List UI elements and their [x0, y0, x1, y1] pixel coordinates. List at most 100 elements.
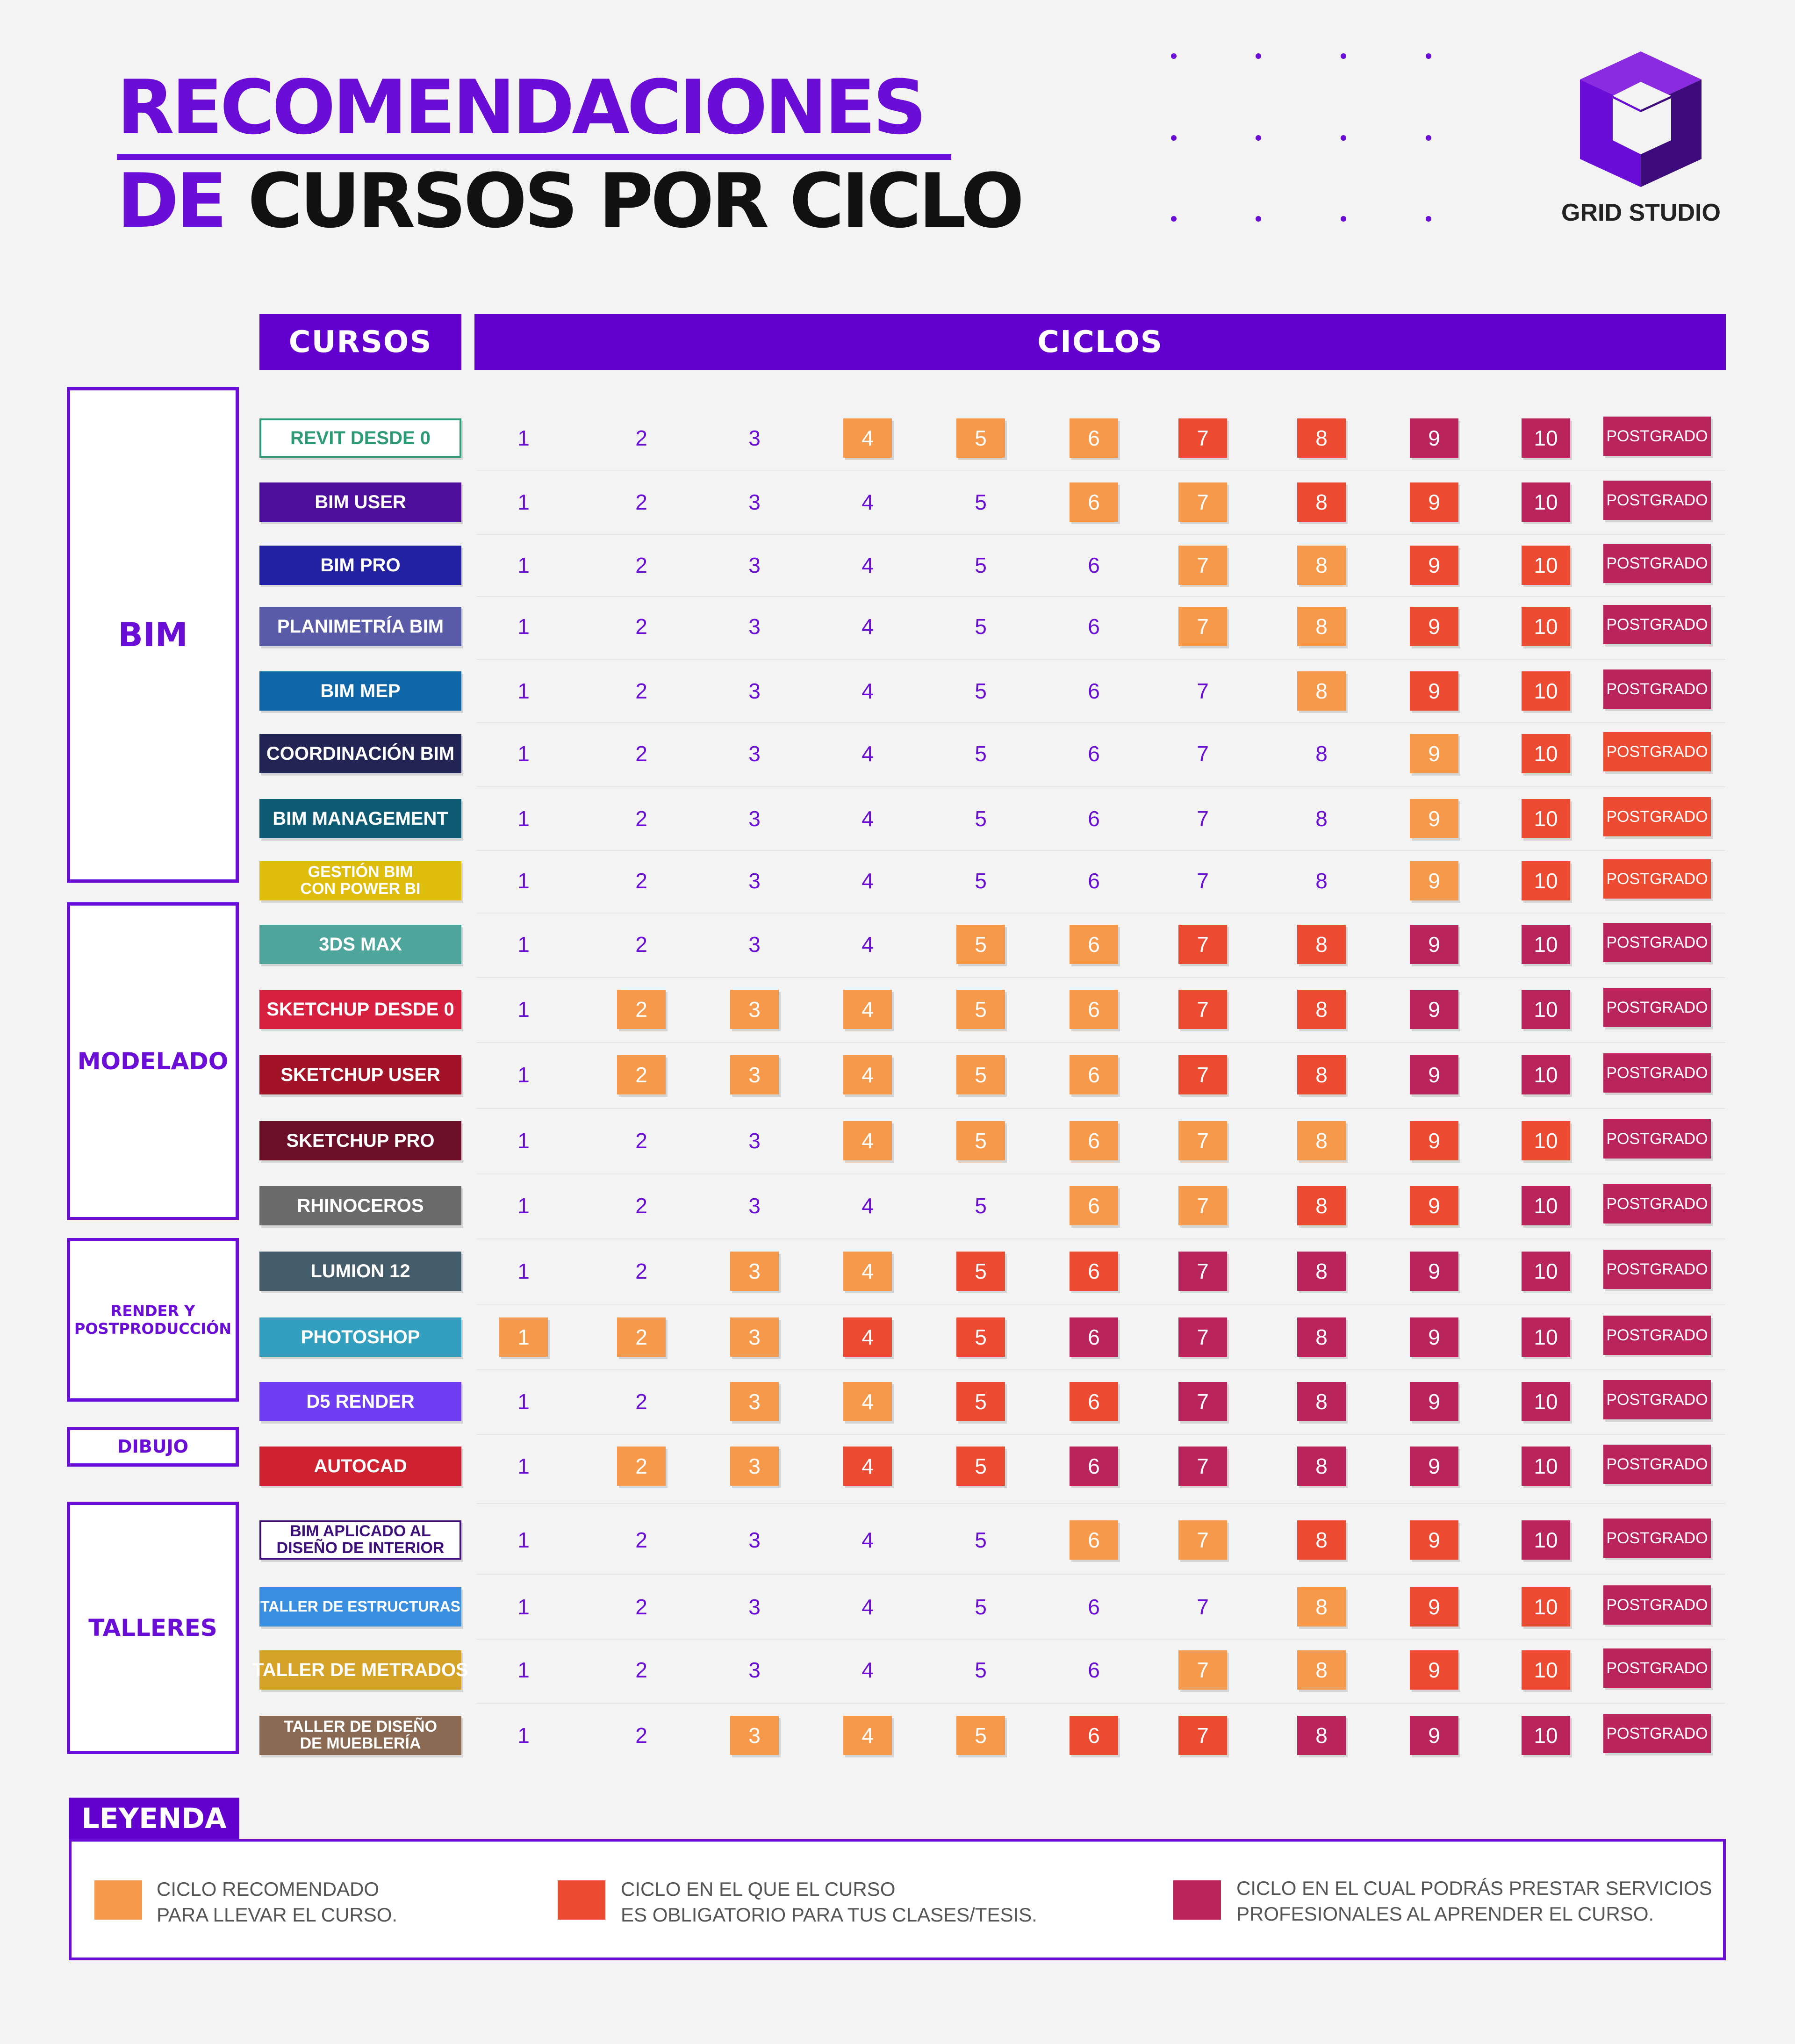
cycle-cell: 1 — [517, 1389, 530, 1414]
cycle-cell: 2 — [635, 1595, 647, 1619]
decorative-dot — [1171, 135, 1177, 141]
cycle-cell: 8 — [1297, 482, 1346, 522]
postgrado-cell: POSTGRADO — [1603, 1445, 1711, 1484]
cycle-cell: 8 — [1297, 1382, 1346, 1421]
cycle-cell: 3 — [730, 1716, 779, 1755]
cycle-cell: 2 — [635, 614, 647, 639]
postgrado-cell: POSTGRADO — [1603, 1519, 1711, 1558]
course-label: LUMION 12 — [259, 1252, 461, 1291]
cycle-cell: 1 — [517, 490, 530, 514]
row-divider — [477, 1434, 1725, 1435]
cycle-cell: 4 — [862, 614, 874, 639]
cycle-cell: 8 — [1297, 671, 1346, 711]
cycle-cell: 2 — [635, 1389, 647, 1414]
cycle-cell: 4 — [843, 1055, 892, 1094]
cycle-cell: 7 — [1178, 1055, 1227, 1094]
row-divider — [477, 977, 1725, 978]
postgrado-cell: POSTGRADO — [1603, 1250, 1711, 1289]
course-label: TALLER DE ESTRUCTURAS — [259, 1587, 461, 1627]
legend-swatch-obligatorio — [558, 1880, 605, 1920]
cycle-cell: 5 — [956, 1317, 1005, 1357]
cycle-cell: 8 — [1297, 1447, 1346, 1486]
cycle-cell: 4 — [862, 869, 874, 893]
cycle-cell: 2 — [635, 1129, 647, 1153]
cycle-cell: 8 — [1297, 1121, 1346, 1160]
legend-text-profesional: CICLO EN EL CUAL PODRÁS PRESTAR SERVICIO… — [1236, 1877, 1712, 1925]
postgrado-cell: POSTGRADO — [1603, 1380, 1711, 1419]
cycle-cell: 6 — [1088, 553, 1100, 577]
cycle-cell: 3 — [748, 614, 761, 639]
cycle-cell: 4 — [843, 1382, 892, 1421]
cycle-cell: 6 — [1088, 614, 1100, 639]
cycle-cell: 8 — [1315, 806, 1328, 831]
cycle-cell: 5 — [975, 490, 987, 514]
course-label: BIM APLICADO AL DISEÑO DE INTERIOR — [259, 1520, 461, 1560]
legend-title: LEYENDA — [69, 1798, 239, 1840]
cycle-cell: 4 — [843, 1121, 892, 1160]
cycle-cell: 5 — [975, 806, 987, 831]
row-divider — [477, 913, 1725, 914]
cycle-cell: 5 — [956, 418, 1005, 458]
row-divider — [477, 1574, 1725, 1575]
legend-text-recomendado: CICLO RECOMENDADO PARA LLEVAR EL CURSO. — [157, 1878, 398, 1926]
postgrado-cell: POSTGRADO — [1603, 1316, 1711, 1355]
cycle-cell: 2 — [635, 679, 647, 703]
cycle-cell: 5 — [956, 1716, 1005, 1755]
cycle-cell: 7 — [1178, 925, 1227, 964]
row-divider — [477, 1108, 1725, 1109]
cycle-cell: 3 — [748, 490, 761, 514]
cycle-cell: 7 — [1178, 1186, 1227, 1225]
title-underline — [117, 154, 951, 160]
cycle-cell: 6 — [1088, 741, 1100, 766]
cycle-cell: 8 — [1315, 869, 1328, 893]
postgrado-cell: POSTGRADO — [1603, 544, 1711, 583]
cycle-cell: 2 — [635, 1658, 647, 1682]
legend-box — [69, 1839, 1726, 1960]
decorative-dot — [1171, 53, 1177, 59]
cycle-cell: 7 — [1178, 546, 1227, 585]
row-divider — [477, 596, 1725, 597]
cycle-cell: 10 — [1522, 1382, 1570, 1421]
postgrado-cell: POSTGRADO — [1603, 1053, 1711, 1093]
cycle-cell: 3 — [748, 1194, 761, 1218]
cycle-cell: 8 — [1297, 1186, 1346, 1225]
cycle-cell: 8 — [1297, 990, 1346, 1029]
course-label: SKETCHUP PRO — [259, 1121, 461, 1160]
cycle-cell: 2 — [617, 1317, 666, 1357]
cycle-cell: 8 — [1315, 741, 1328, 766]
cycle-cell: 10 — [1522, 925, 1570, 964]
row-divider — [477, 534, 1725, 535]
cycle-cell: 8 — [1297, 1650, 1346, 1690]
cycle-cell: 7 — [1178, 1447, 1227, 1486]
cycle-cell: 5 — [956, 1447, 1005, 1486]
row-divider — [477, 470, 1725, 471]
cycle-cell: 10 — [1522, 799, 1570, 838]
course-label: PLANIMETRÍA BIM — [259, 607, 461, 646]
cycle-cell: 4 — [862, 490, 874, 514]
cycle-cell: 9 — [1410, 1252, 1458, 1291]
postgrado-cell: POSTGRADO — [1603, 1585, 1711, 1625]
courses-header: CURSOS — [259, 314, 461, 370]
cycle-cell: 9 — [1410, 734, 1458, 773]
course-label: D5 RENDER — [259, 1382, 461, 1421]
cycle-cell: 8 — [1297, 1317, 1346, 1357]
cycle-cell: 4 — [862, 932, 874, 957]
cycle-cell: 1 — [517, 1595, 530, 1619]
cycle-cell: 2 — [635, 553, 647, 577]
cycle-cell: 1 — [517, 1194, 530, 1218]
postgrado-cell: POSTGRADO — [1603, 732, 1711, 771]
cycle-cell: 7 — [1178, 418, 1227, 458]
postgrado-cell: POSTGRADO — [1603, 988, 1711, 1027]
cycle-cell: 10 — [1522, 990, 1570, 1029]
decorative-dot — [1256, 216, 1261, 222]
cycle-cell: 9 — [1410, 990, 1458, 1029]
cycle-cell: 1 — [499, 1317, 548, 1357]
cycle-cell: 4 — [862, 1595, 874, 1619]
postgrado-cell: POSTGRADO — [1603, 605, 1711, 644]
course-label: BIM USER — [259, 482, 461, 522]
cycle-cell: 9 — [1410, 1317, 1458, 1357]
course-label: BIM MANAGEMENT — [259, 799, 461, 838]
cycle-cell: 1 — [517, 741, 530, 766]
cycle-cell: 9 — [1410, 1382, 1458, 1421]
cycle-cell: 3 — [748, 806, 761, 831]
